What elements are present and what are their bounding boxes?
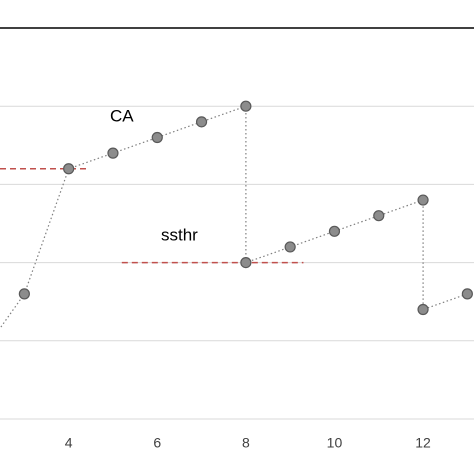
x-tick-label: 4 <box>65 435 73 451</box>
x-tick-label: 6 <box>153 435 161 451</box>
data-point <box>417 303 429 316</box>
data-point <box>18 288 30 300</box>
data-line <box>0 105 468 330</box>
grid: 4 6 8 10 12 <box>0 27 474 451</box>
data-point <box>328 225 341 237</box>
data-point <box>240 100 252 112</box>
data-point <box>107 147 119 159</box>
x-tick-label: 10 <box>327 435 343 451</box>
data-point <box>373 210 385 222</box>
data-point <box>240 257 252 269</box>
data-point <box>63 163 75 175</box>
annotation: ssthr <box>161 225 198 244</box>
data-point <box>461 288 473 300</box>
data-point <box>417 194 429 206</box>
x-tick-label: 8 <box>242 435 250 451</box>
annotation: CA <box>110 107 134 126</box>
x-tick-label: 12 <box>415 435 431 451</box>
data-point <box>195 116 208 128</box>
data-point <box>284 241 296 253</box>
data-point <box>151 131 163 144</box>
plot-area: CA ssthr <box>0 100 473 330</box>
